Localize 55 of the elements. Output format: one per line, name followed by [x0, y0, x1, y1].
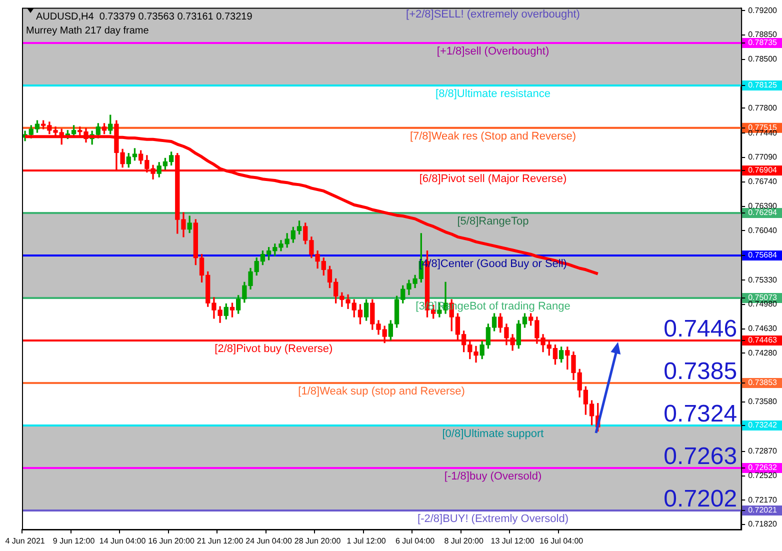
- y-tick-label: 0.72632: [748, 463, 778, 472]
- ref-line-label: [8/8]Ultimate resistance: [436, 88, 550, 100]
- y-tick-label: 0.76904: [748, 166, 778, 175]
- chart-title: AUDUSD,H4 0.73379 0.73563 0.73161 0.73219: [36, 12, 253, 23]
- y-tick-label: 0.76294: [748, 208, 778, 218]
- annotation: [+2/8]SELL! (extremely overbought): [406, 8, 580, 20]
- y-tick-label: 0.74630: [748, 324, 778, 334]
- annotation: 0.7324: [664, 400, 738, 428]
- annotation: 0.7202: [664, 486, 738, 513]
- y-tick-label: 0.75684: [748, 250, 778, 260]
- ref-line-label: [7/8]Weak res (Stop and Reverse): [410, 130, 576, 142]
- y-tick-label: 0.72870: [748, 446, 778, 456]
- y-tick-label: 0.78850: [748, 30, 778, 40]
- y-tick-label: 0.77800: [748, 103, 778, 112]
- y-tick-label: 0.78735: [748, 38, 778, 48]
- ref-line-label: [-2/8]BUY! (Extremly Oversold): [418, 513, 568, 526]
- ref-line-label: [+1/8]sell (Overbought): [436, 46, 550, 58]
- annotation: 0.7263: [664, 443, 738, 470]
- y-tick-label: 0.78125: [748, 80, 778, 90]
- x-tick-label: 16 Jun 20:00: [148, 536, 195, 546]
- ref-line-label: [-1/8]buy (Oversold): [444, 470, 542, 483]
- y-tick-label: 0.76740: [748, 177, 778, 186]
- x-tick-label: 6 Jul 04:00: [395, 536, 436, 546]
- y-tick-label: 0.73853: [748, 378, 778, 388]
- y-tick-label: 0.79200: [748, 6, 778, 15]
- ref-line-label: [5/8]RangeTop: [457, 215, 529, 228]
- y-tick-label: 0.76040: [748, 226, 778, 235]
- x-tick-label: 13 Jul 12:00: [490, 536, 535, 546]
- annotation: 0.7446: [664, 316, 738, 343]
- ref-line-label: [6/8]Pivot sell (Major Reverse): [419, 173, 567, 186]
- y-tick-label: 0.77090: [748, 152, 778, 162]
- x-tick-label: 8 Jul 20:00: [444, 536, 484, 546]
- x-tick-label: 24 Jun 04:00: [246, 536, 292, 546]
- annotation: 0.7385: [664, 358, 738, 386]
- y-tick-label: 0.71820: [748, 520, 778, 529]
- x-tick-label: 28 Jun 20:00: [294, 536, 342, 546]
- x-tick-label: 1 Jul 12:00: [346, 536, 386, 546]
- x-tick-label: 14 Jun 04:00: [99, 536, 146, 546]
- x-tick-label: 9 Jun 12:00: [52, 536, 96, 546]
- text: Murrey Math 217 day frame: [26, 26, 150, 37]
- y-tick-label: 0.78500: [748, 54, 778, 64]
- ref-line-label: [1/8]Weak sup (stop and Reverse): [298, 385, 465, 398]
- y-tick-label: 0.75330: [748, 275, 778, 284]
- y-tick-label: 0.72170: [748, 495, 778, 504]
- y-tick-label: 0.72520: [748, 470, 778, 480]
- y-tick-label: 0.72021: [748, 506, 778, 515]
- y-tick-label: 0.74280: [748, 348, 778, 358]
- x-tick-label: 21 Jun 12:00: [196, 536, 244, 546]
- y-tick-label: 0.73242: [748, 420, 778, 430]
- x-tick-label: 16 Jul 04:00: [540, 536, 584, 546]
- ref-line-label: [2/8]Pivot buy (Reverse): [214, 343, 333, 355]
- y-tick-label: 0.74463: [748, 336, 778, 345]
- y-tick-label: 0.73580: [748, 397, 778, 406]
- x-tick-label: 4 Jun 2021: [5, 536, 46, 546]
- ref-line-label: [0/8]Ultimate support: [442, 428, 544, 440]
